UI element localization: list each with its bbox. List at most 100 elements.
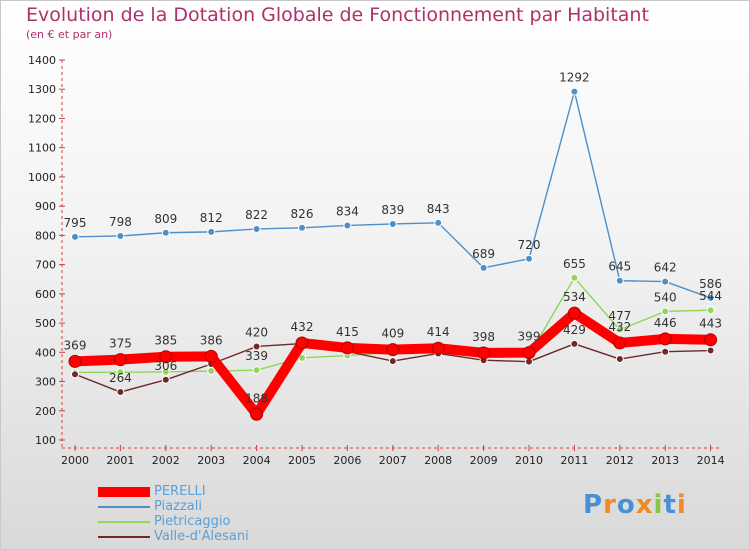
y-tick-label: 1100 [28,142,56,155]
data-label: 339 [245,349,268,363]
series-point-1 [388,219,397,228]
y-tick-label: 500 [35,317,56,330]
data-label: 689 [472,247,495,261]
data-label: 477 [608,309,631,323]
legend-label: Valle-d'Alesani [154,529,249,544]
series-point-3 [570,339,579,348]
series-point-2 [207,367,216,376]
legend-label: Piazzali [154,499,202,514]
x-tick-label: 2010 [515,454,543,467]
data-label: 586 [699,277,722,291]
legend-item: Pietricaggio [98,514,249,529]
chart-subtitle: (en € et par an) [26,28,113,41]
logo-letter: t [663,490,677,520]
x-tick-label: 2002 [152,454,180,467]
series-point-1 [71,232,79,241]
data-label: 432 [291,320,314,334]
y-tick-label: 700 [35,259,56,272]
data-label: 429 [563,323,586,337]
series-point-1 [298,223,306,232]
series-point-3 [615,355,624,364]
data-label: 443 [699,317,722,331]
series-point-0 [113,353,127,367]
y-tick-label: 900 [35,200,56,213]
data-label: 843 [427,202,450,216]
data-label: 264 [109,371,132,385]
y-tick-label: 1200 [28,112,56,125]
y-tick-label: 400 [35,346,56,359]
series-point-1 [343,221,352,230]
series-point-0 [386,343,400,357]
legend-swatch [98,486,150,497]
series-point-0 [522,346,536,360]
y-tick-label: 600 [35,288,56,301]
legend-label: Pietricaggio [154,514,231,529]
series-point-3 [161,375,170,384]
x-tick-label: 2008 [424,454,452,467]
data-label: 834 [336,204,359,218]
y-tick-label: 1000 [28,171,56,184]
series-point-1 [661,277,670,286]
series-point-0 [704,333,718,347]
x-tick-label: 2009 [470,454,498,467]
series-point-2 [706,306,715,315]
series-point-3 [116,388,125,397]
series-point-1 [252,224,261,233]
series-point-0 [204,349,218,363]
data-label: 839 [381,203,404,217]
series-point-0 [431,341,445,355]
series-point-0 [477,346,491,360]
series-point-2 [661,307,670,316]
data-label: 645 [608,260,631,274]
data-label: 414 [427,325,450,339]
y-tick-label: 1400 [28,54,56,67]
data-label: 399 [518,330,541,344]
x-tick-label: 2004 [243,454,271,467]
logo-letter: i [676,490,687,520]
data-label: 386 [200,333,223,347]
series-point-0 [567,306,581,320]
series-point-0 [340,341,354,355]
x-tick-label: 2003 [197,454,225,467]
data-label: 812 [200,211,223,225]
x-tick-label: 2012 [606,454,634,467]
logo-letter: P [583,490,604,520]
data-label: 1292 [559,71,590,85]
series-point-1 [525,254,533,263]
series-point-0 [295,336,309,350]
series-point-0 [250,407,264,421]
series-point-1 [479,263,488,272]
data-label: 385 [154,334,177,348]
legend-swatch [98,505,150,508]
x-tick-label: 2001 [106,454,134,467]
data-label: 826 [291,207,314,221]
data-label: 795 [64,216,87,230]
data-label: 415 [336,325,359,339]
data-label: 375 [109,337,132,351]
x-tick-label: 2007 [379,454,407,467]
series-point-2 [161,367,170,376]
x-tick-label: 2014 [697,454,725,467]
data-label: 544 [699,289,722,303]
series-point-1 [116,231,125,240]
legend-item: PERELLI [98,484,249,499]
y-tick-label: 100 [35,434,56,447]
series-point-3 [388,357,397,366]
series-point-3 [71,370,79,379]
series-point-2 [570,273,579,282]
legend-item: Piazzali [98,499,249,514]
data-label: 306 [154,359,177,373]
data-label: 798 [109,215,132,229]
data-label: 809 [154,212,177,226]
series-point-2 [298,353,306,362]
data-label: 432 [608,320,631,334]
x-tick-label: 2011 [560,454,588,467]
logo-letter: i [653,490,664,520]
data-label: 655 [563,257,586,271]
series-point-2 [615,325,624,334]
legend: PERELLI Piazzali Pietricaggio Valle-d'Alesa… [98,484,249,544]
x-tick-label: 2000 [61,454,89,467]
y-tick-label: 300 [35,376,56,389]
